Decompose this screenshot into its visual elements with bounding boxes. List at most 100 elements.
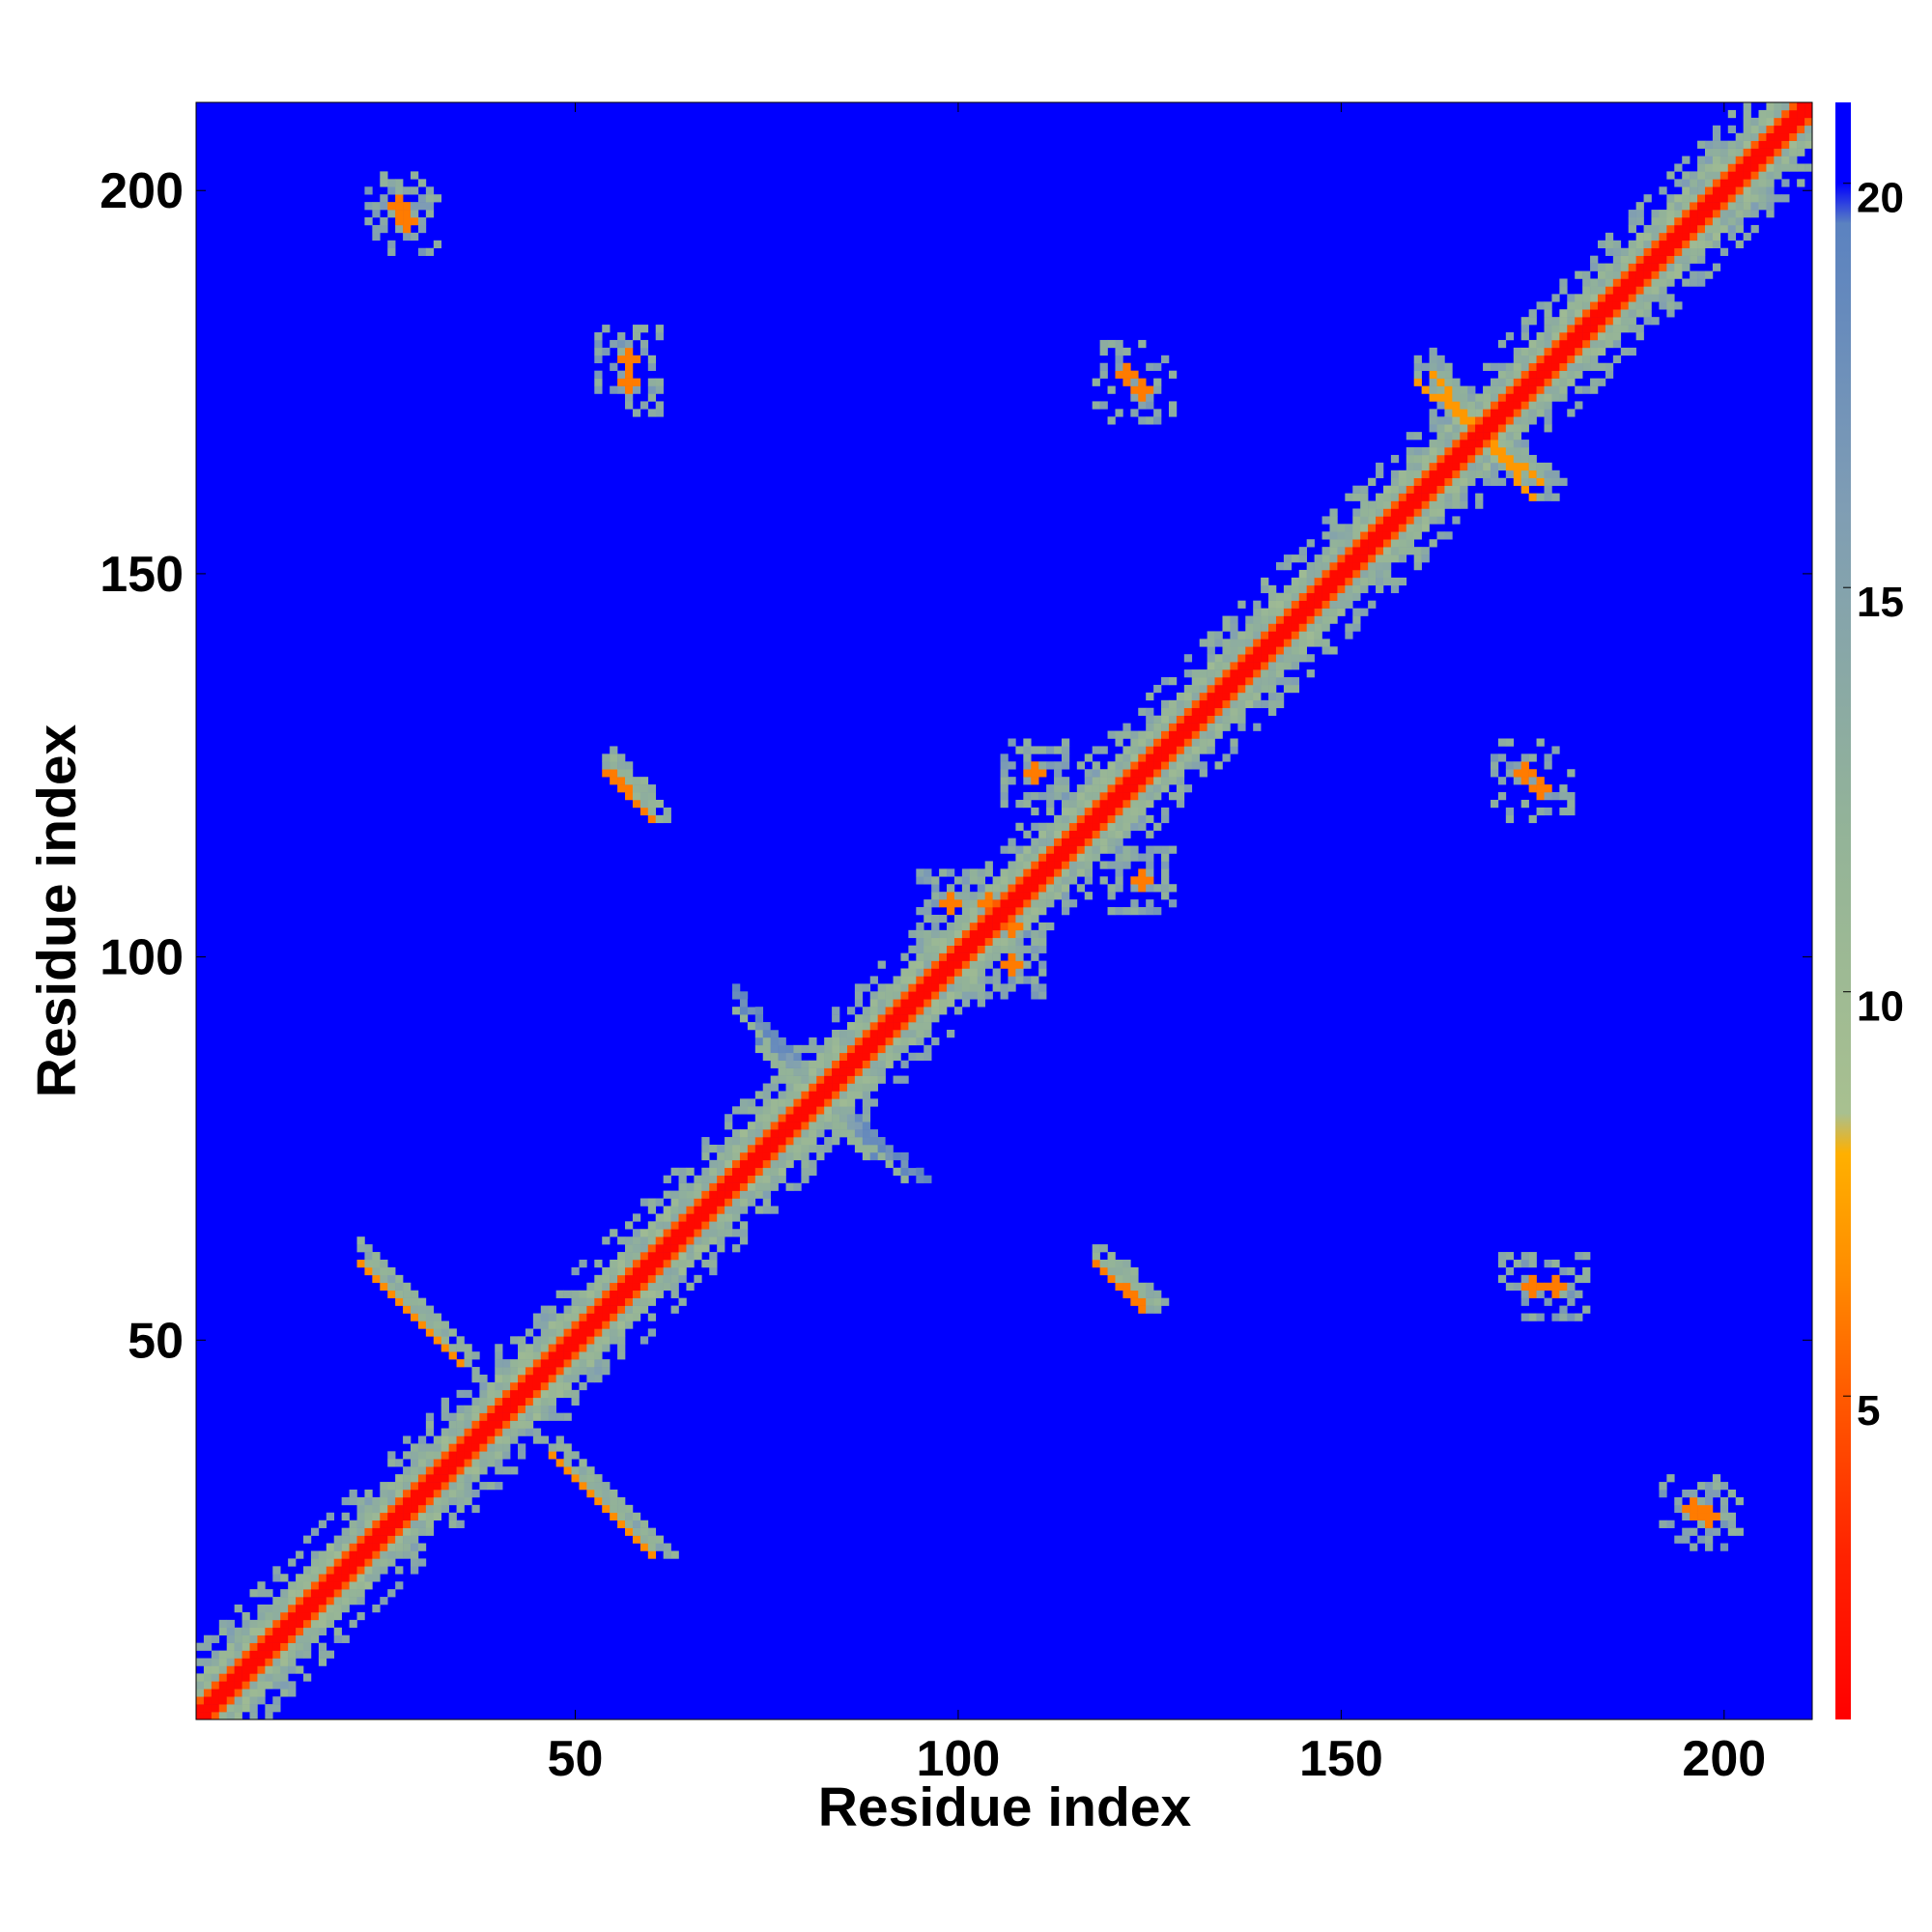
heatmap-cell bbox=[739, 999, 749, 1008]
heatmap-cell bbox=[310, 1558, 320, 1567]
heatmap-cell bbox=[1690, 1527, 1698, 1536]
heatmap-cell bbox=[1544, 339, 1552, 349]
heatmap-cell bbox=[1528, 362, 1537, 371]
heatmap-cell bbox=[1651, 232, 1660, 242]
heatmap-cell bbox=[456, 1459, 465, 1467]
heatmap-cell bbox=[754, 1151, 764, 1161]
heatmap-cell bbox=[1490, 432, 1499, 440]
heatmap-cell bbox=[724, 1144, 733, 1153]
heatmap-cell bbox=[639, 784, 649, 793]
heatmap-cell bbox=[1146, 393, 1154, 402]
heatmap-cell bbox=[1620, 255, 1630, 264]
heatmap-cell bbox=[1291, 662, 1300, 670]
heatmap-cell bbox=[1092, 777, 1100, 785]
heatmap-cell bbox=[1207, 639, 1215, 647]
heatmap-cell bbox=[1635, 270, 1644, 279]
heatmap-cell bbox=[908, 1167, 917, 1177]
heatmap-cell bbox=[947, 937, 955, 946]
heatmap-cell bbox=[1008, 845, 1016, 854]
heatmap-cell bbox=[694, 1213, 702, 1222]
heatmap-cell bbox=[1183, 692, 1193, 701]
heatmap-cell bbox=[518, 1374, 526, 1383]
heatmap-cell bbox=[793, 1044, 802, 1054]
heatmap-cell bbox=[762, 1083, 771, 1092]
heatmap-cell bbox=[280, 1634, 289, 1643]
heatmap-cell bbox=[1575, 1290, 1583, 1298]
heatmap-cell bbox=[1054, 777, 1063, 785]
heatmap-cell bbox=[625, 792, 634, 801]
heatmap-cell bbox=[1719, 186, 1729, 195]
heatmap-cell bbox=[1444, 393, 1453, 402]
heatmap-cell bbox=[1697, 210, 1706, 218]
heatmap-cell bbox=[617, 1290, 626, 1298]
heatmap-cell bbox=[288, 1581, 297, 1590]
heatmap-cell bbox=[1590, 309, 1599, 318]
heatmap-cell bbox=[717, 1236, 725, 1245]
heatmap-cell bbox=[1291, 608, 1300, 616]
heatmap-cell bbox=[984, 892, 993, 900]
heatmap-cell bbox=[1115, 853, 1123, 862]
heatmap-cell bbox=[1015, 945, 1024, 953]
heatmap-cell bbox=[1099, 362, 1108, 371]
heatmap-cell bbox=[1130, 753, 1139, 762]
heatmap-cell bbox=[1520, 1297, 1529, 1306]
heatmap-cell bbox=[670, 1190, 679, 1199]
heatmap-cell bbox=[1452, 477, 1461, 486]
heatmap-cell bbox=[939, 983, 948, 992]
heatmap-cell bbox=[532, 1381, 542, 1391]
heatmap-cell bbox=[1153, 723, 1162, 731]
heatmap-cell bbox=[632, 332, 641, 341]
heatmap-cell bbox=[854, 1044, 864, 1054]
heatmap-cell bbox=[411, 1290, 419, 1298]
heatmap-cell bbox=[770, 1167, 779, 1177]
heatmap-cell bbox=[540, 1313, 550, 1321]
heatmap-cell bbox=[1750, 186, 1759, 195]
heatmap-cell bbox=[1291, 554, 1300, 563]
heatmap-cell bbox=[1475, 493, 1484, 501]
heatmap-cell bbox=[1712, 140, 1721, 149]
heatmap-cell bbox=[1551, 1290, 1560, 1298]
heatmap-cell bbox=[1483, 469, 1492, 479]
heatmap-cell bbox=[717, 1206, 725, 1214]
heatmap-cell bbox=[326, 1574, 335, 1582]
heatmap-cell bbox=[1635, 332, 1644, 341]
heatmap-cell bbox=[893, 1044, 901, 1054]
heatmap-cell bbox=[456, 1451, 465, 1460]
heatmap-cell bbox=[1544, 378, 1552, 386]
heatmap-cell bbox=[303, 1581, 312, 1590]
heatmap-cell bbox=[479, 1435, 488, 1444]
heatmap-cell bbox=[1483, 409, 1492, 417]
heatmap-cell bbox=[617, 1520, 626, 1528]
heatmap-cell bbox=[234, 1704, 242, 1713]
heatmap-cell bbox=[1298, 646, 1307, 655]
heatmap-cell bbox=[257, 1665, 266, 1674]
heatmap-cell bbox=[908, 1022, 917, 1031]
heatmap-cell bbox=[1483, 362, 1492, 371]
heatmap-cell bbox=[1122, 807, 1131, 816]
heatmap-cell bbox=[456, 1489, 465, 1498]
heatmap-cell bbox=[678, 1229, 687, 1237]
heatmap-cell bbox=[218, 1689, 228, 1697]
heatmap-cell bbox=[1766, 202, 1775, 211]
heatmap-cell bbox=[1666, 294, 1675, 302]
heatmap-cell bbox=[1612, 286, 1622, 295]
heatmap-cell bbox=[869, 1144, 878, 1153]
heatmap-cell bbox=[1092, 838, 1100, 846]
heatmap-cell bbox=[1122, 792, 1131, 801]
heatmap-cell bbox=[364, 1504, 373, 1514]
heatmap-cell bbox=[1122, 746, 1131, 754]
heatmap-cell bbox=[1674, 1496, 1683, 1506]
heatmap-cell bbox=[1544, 393, 1552, 402]
heatmap-cell bbox=[625, 769, 634, 778]
heatmap-cell bbox=[272, 1611, 281, 1621]
heatmap-cell bbox=[1099, 807, 1108, 816]
heatmap-cell bbox=[1528, 1252, 1537, 1261]
heatmap-cell bbox=[977, 999, 985, 1008]
heatmap-cell bbox=[1520, 325, 1529, 333]
heatmap-cell bbox=[816, 1151, 825, 1161]
heatmap-cell bbox=[1727, 232, 1737, 242]
heatmap-cell bbox=[846, 1137, 856, 1146]
heatmap-cell bbox=[602, 1290, 611, 1298]
heatmap-cell bbox=[1230, 631, 1238, 639]
heatmap-cell bbox=[639, 339, 649, 349]
